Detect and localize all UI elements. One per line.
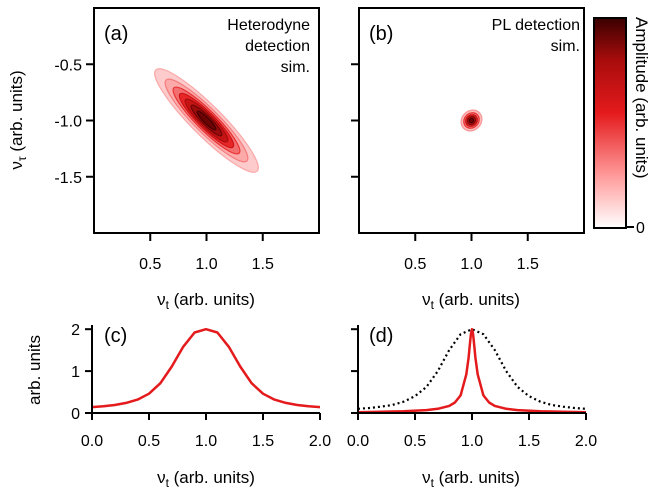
annotation-line-2: sim. (551, 38, 580, 55)
x-tick-label: 2.0 (309, 433, 331, 450)
annotation-line-1: Heterodyne (227, 17, 310, 34)
y-tick-label: -1.5 (54, 170, 82, 187)
x-tick-label: 0.5 (404, 433, 426, 450)
x-tick-label: 1.5 (252, 256, 274, 273)
y-axis-label: arb. units (25, 335, 44, 405)
x-tick-label: 1.5 (518, 433, 540, 450)
panel-label: (a) (104, 23, 128, 45)
x-tick-label: 0.5 (139, 256, 161, 273)
x-tick-label: 1.0 (461, 433, 483, 450)
colorbar: 0 Amplitude (arb. units) (593, 17, 649, 237)
contour-map (154, 68, 259, 173)
y-tick-label: 2 (71, 322, 80, 339)
x-tick-label: 1.0 (460, 256, 482, 273)
colorbar-tick-label: 0 (636, 220, 645, 237)
panel-a-contour: (a) Heterodyne detection sim. 0.5 1.0 1.5 -… (7, 7, 320, 312)
colorbar-gradient (593, 17, 627, 229)
x-tick-label: 0.0 (81, 433, 103, 450)
annotation-line-2: detection (245, 38, 310, 55)
panel-d-lineplot: (d) 0.0 0.5 1.0 1.5 2.0 νt (arb. units) (347, 325, 597, 490)
contour-level (468, 117, 475, 124)
annotation-line-1: PL detection (492, 17, 580, 34)
x-tick-label: 1.5 (252, 433, 274, 450)
contour-level (196, 110, 217, 131)
x-tick-label: 0.5 (138, 433, 160, 450)
panel-label: (d) (369, 325, 393, 347)
x-axis-label: νt (arb. units) (422, 468, 520, 490)
x-tick-label: 0.0 (347, 433, 369, 450)
y-tick-label: 0 (71, 406, 80, 423)
y-tick-label: -0.5 (54, 57, 82, 74)
x-axis-label: νt (arb. units) (157, 290, 255, 312)
x-tick-label: 2.0 (575, 433, 597, 450)
panel-label: (b) (369, 23, 393, 45)
x-axis-label: νt (arb. units) (157, 468, 255, 490)
y-axis-label: ντ (arb. units) (7, 70, 29, 169)
panel-c-lineplot: (c) 0.0 0.5 1.0 1.5 2.0 0 1 2 arb. units νt (ar… (25, 322, 331, 490)
x-tick-label: 1.5 (517, 256, 539, 273)
x-tick-label: 1.0 (195, 256, 217, 273)
series-group (91, 327, 321, 409)
x-tick-label: 0.5 (404, 256, 426, 273)
annotation-line-3: sim. (281, 59, 310, 76)
axis-ticks: 0.5 1.0 1.5 -0.5 -1.0 -1.5 (54, 57, 274, 273)
x-axis-label: νt (arb. units) (422, 290, 520, 312)
series-group (357, 327, 587, 414)
axis-ticks: 0.0 0.5 1.0 1.5 2.0 (347, 328, 597, 450)
series-line-solid (357, 327, 587, 414)
axis-ticks: 0.5 1.0 1.5 (351, 63, 539, 273)
axis-ticks: 0.0 0.5 1.0 1.5 2.0 0 1 2 (71, 322, 331, 450)
series-line-solid (91, 327, 321, 409)
x-tick-label: 1.0 (195, 433, 217, 450)
contour-map (460, 109, 483, 132)
panel-b-contour: (b) PL detection sim. 0.5 1.0 1.5 νt (arb.… (351, 7, 585, 312)
y-tick-label: 1 (71, 364, 80, 381)
colorbar-label: Amplitude (arb. units) (632, 17, 649, 179)
y-tick-label: -1.0 (54, 114, 82, 131)
panel-label: (c) (104, 325, 127, 347)
